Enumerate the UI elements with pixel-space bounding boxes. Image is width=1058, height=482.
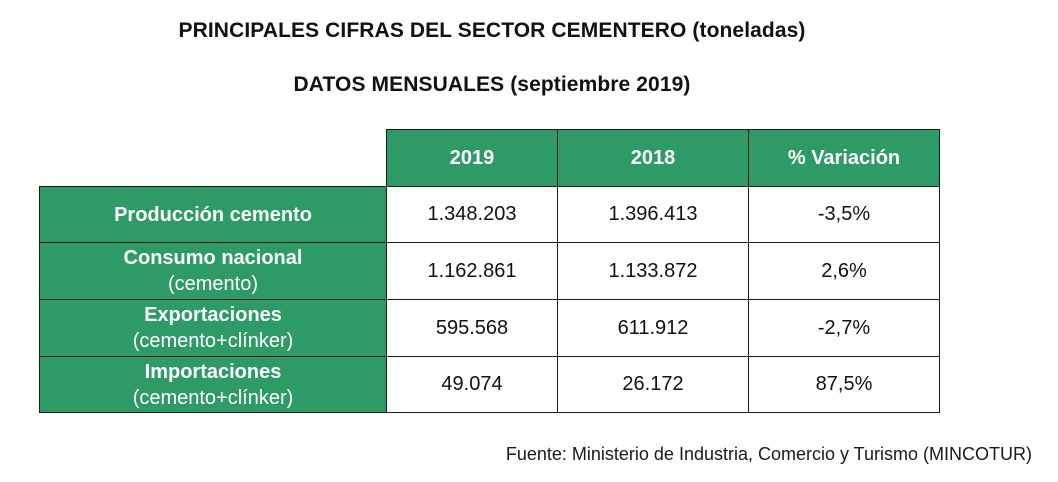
cell-2018: 26.172 — [557, 356, 749, 413]
cell-2019: 1.162.861 — [386, 242, 558, 300]
table-row: Producción cemento 1.348.203 1.396.413 -… — [39, 186, 940, 243]
column-header-2018: 2018 — [557, 129, 749, 187]
row-header-produccion: Producción cemento — [39, 186, 387, 243]
cement-figures-table: 2019 2018 % Variación Producción cemento… — [39, 129, 940, 413]
row-sublabel: (cemento) — [167, 273, 259, 295]
cell-variation: 2,6% — [748, 242, 940, 300]
row-label: Consumo nacional — [123, 247, 303, 269]
cell-2018: 1.133.872 — [557, 242, 749, 300]
cell-variation: -2,7% — [748, 299, 940, 357]
cell-2019: 49.074 — [386, 356, 558, 413]
row-sublabel: (cemento+clínker) — [132, 386, 294, 409]
cell-variation: 87,5% — [748, 356, 940, 413]
page-subtitle: DATOS MENSUALES (septiembre 2019) — [293, 73, 691, 96]
table-row: Importaciones (cemento+clínker) 49.074 2… — [39, 356, 940, 413]
column-header-2019: 2019 — [386, 129, 558, 187]
row-header-importaciones: Importaciones (cemento+clínker) — [39, 356, 387, 413]
page-title: PRINCIPALES CIFRAS DEL SECTOR CEMENTERO … — [178, 19, 806, 42]
table-header-row: 2019 2018 % Variación — [39, 129, 940, 187]
row-sublabel: (cemento+clínker) — [132, 330, 294, 352]
cell-variation: -3,5% — [748, 186, 940, 243]
table-row: Exportaciones (cemento+clínker) 595.568 … — [39, 299, 940, 357]
row-label: Importaciones — [144, 360, 282, 383]
column-header-variation: % Variación — [748, 129, 940, 187]
cell-2019: 1.348.203 — [386, 186, 558, 243]
row-header-exportaciones: Exportaciones (cemento+clínker) — [39, 299, 387, 357]
row-header-consumo: Consumo nacional (cemento) — [39, 242, 387, 300]
cell-2018: 1.396.413 — [557, 186, 749, 243]
cell-2019: 595.568 — [386, 299, 558, 357]
row-label: Producción cemento — [114, 203, 312, 226]
table-row: Consumo nacional (cemento) 1.162.861 1.1… — [39, 242, 940, 300]
row-label: Exportaciones — [144, 304, 282, 326]
cell-2018: 611.912 — [557, 299, 749, 357]
source-note: Fuente: Ministerio de Industria, Comerci… — [505, 444, 1032, 464]
table-corner-blank — [39, 129, 387, 187]
